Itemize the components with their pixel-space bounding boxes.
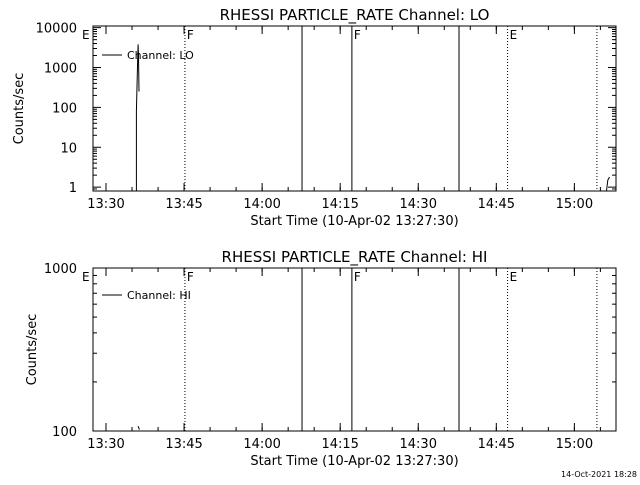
chart-title: RHESSI PARTICLE_RATE Channel: HI (222, 248, 488, 267)
y-tick-label: 10 (60, 141, 77, 156)
x-tick-label: 14:00 (243, 197, 280, 212)
x-tick-label: 14:30 (400, 437, 437, 452)
x-tick-label: 14:00 (243, 437, 280, 452)
series-line-segment (137, 426, 140, 430)
y-axis-label: Counts/sec (25, 314, 40, 386)
y-axis-label: Counts/sec (12, 73, 27, 145)
event-marker-label: F (354, 270, 361, 284)
x-tick-label: 13:45 (165, 437, 202, 452)
panel-hi-channel: RHESSI PARTICLE_RATE Channel: HI 13:30 13:… (25, 248, 617, 469)
y-tick-label: 1 (69, 181, 77, 196)
x-tick-label: 13:45 (165, 197, 202, 212)
x-tick-label: 15:00 (556, 197, 593, 212)
y-tick-label: 100 (52, 101, 77, 116)
x-tick-label: 15:00 (556, 437, 593, 452)
x-tick-label: 14:45 (478, 437, 515, 452)
x-axis-label: Start Time (10-Apr-02 13:27:30) (250, 214, 458, 229)
event-marker-label: E (510, 270, 518, 284)
edge-marker-label: E (82, 28, 90, 42)
event-marker-label: F (187, 270, 194, 284)
y-tick-label: 1000 (44, 262, 77, 277)
x-axis-label: Start Time (10-Apr-02 13:27:30) (250, 454, 458, 469)
series-line-segment (135, 44, 140, 191)
chart-title: RHESSI PARTICLE_RATE Channel: LO (220, 6, 490, 25)
edge-marker-label: E (82, 270, 90, 284)
x-tick-label: 13:30 (87, 197, 124, 212)
legend-label: Channel: LO (127, 49, 194, 62)
y-tick-label: 100 (52, 425, 77, 440)
x-tick-label: 14:15 (321, 197, 358, 212)
plot-frame (92, 267, 617, 432)
panel-lo-channel: RHESSI PARTICLE_RATE Channel: LO 13:30 13:… (12, 6, 617, 229)
x-tick-label: 14:15 (321, 437, 358, 452)
series-line-segment (606, 176, 610, 192)
plot-timestamp: 14-Oct-2021 18:28 (561, 470, 637, 479)
y-tick-label: 10000 (36, 22, 77, 37)
event-marker-label: F (354, 28, 361, 42)
x-tick-label: 13:30 (87, 437, 124, 452)
event-marker-label: F (187, 28, 194, 42)
event-marker-label: E (510, 28, 518, 42)
x-tick-label: 14:45 (478, 197, 515, 212)
x-tick-label: 14:30 (400, 197, 437, 212)
plot-frame (92, 25, 617, 192)
legend-label: Channel: HI (127, 289, 191, 302)
y-tick-label: 1000 (44, 62, 77, 77)
